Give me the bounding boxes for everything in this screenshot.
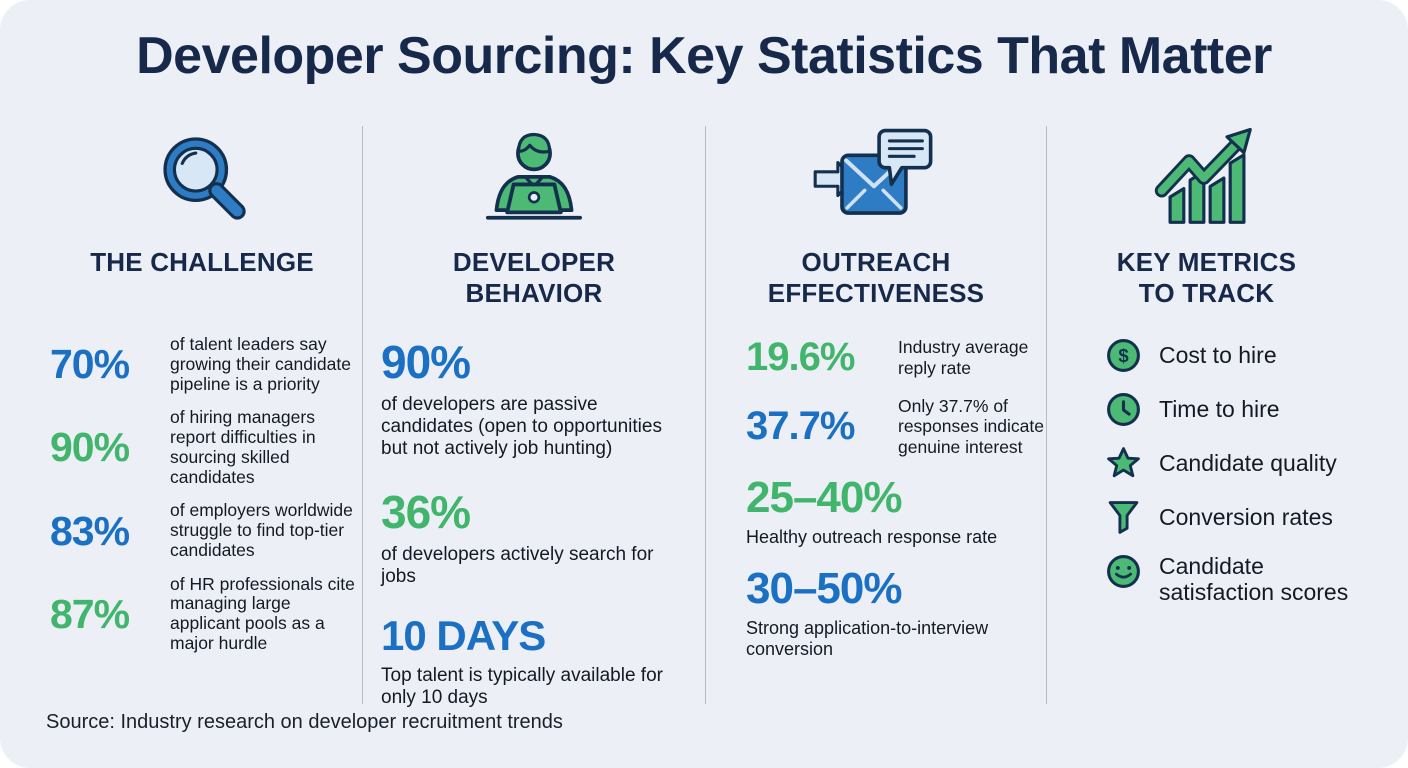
stat-description: Only 37.7% of responses indicate genuine… bbox=[898, 396, 1044, 457]
stat-description: Top talent is typically available for on… bbox=[381, 665, 663, 709]
column-divider bbox=[705, 126, 706, 704]
list-item: Candidate satisfaction scores bbox=[1105, 553, 1366, 606]
stat-description: of hiring managers report difficulties i… bbox=[170, 407, 316, 487]
funnel-icon bbox=[1108, 501, 1139, 534]
magnifier-icon bbox=[42, 120, 362, 235]
stat-description: of talent leaders say growing their cand… bbox=[170, 334, 351, 394]
stat-row: 83% of employers worldwide struggle to f… bbox=[50, 500, 362, 560]
list-item: $ Cost to hire bbox=[1105, 337, 1366, 374]
column-heading-challenge: THE CHALLENGE bbox=[90, 247, 314, 277]
stat-row: 70% of talent leaders say growing their … bbox=[50, 334, 362, 394]
stat-block: 10 DAYS Top talent is typically availabl… bbox=[381, 612, 705, 709]
stat-value: 83% bbox=[50, 507, 130, 554]
stat-block: 90% of developers are passive candidates… bbox=[381, 335, 705, 461]
stat-description: Healthy outreach response rate bbox=[746, 527, 998, 548]
stat-value: 10 DAYS bbox=[381, 612, 546, 660]
metric-label: Cost to hire bbox=[1159, 342, 1277, 369]
stat-description: Industry average reply rate bbox=[898, 337, 1029, 378]
column-challenge: THE CHALLENGE 70% of talent leaders say … bbox=[42, 120, 362, 710]
stat-description: of employers worldwide struggle to find … bbox=[170, 500, 353, 560]
metric-label: Candidate satisfaction scores bbox=[1159, 553, 1349, 606]
stat-value: 70% bbox=[50, 341, 130, 388]
column-divider bbox=[1046, 126, 1047, 704]
outreach-stats: 19.6% Industry average reply rate 37.7% … bbox=[706, 335, 1046, 659]
stat-row: 90% of hiring managers report difficulti… bbox=[50, 407, 362, 487]
column-divider bbox=[362, 126, 363, 704]
dollar-icon: $ bbox=[1107, 339, 1140, 372]
stat-value: 87% bbox=[50, 590, 130, 637]
stat-row: 87% of HR professionals cite managing la… bbox=[50, 573, 362, 654]
stat-row: 19.6% Industry average reply rate bbox=[746, 335, 1046, 380]
metrics-list: $ Cost to hire Time to hire Candidate qu bbox=[1047, 337, 1366, 606]
stat-value: 30–50% bbox=[746, 564, 902, 614]
star-icon bbox=[1107, 447, 1140, 478]
stat-value: 36% bbox=[381, 485, 471, 538]
svg-text:$: $ bbox=[1118, 345, 1129, 366]
column-heading-key-metrics: KEY METRICS TO TRACK bbox=[1116, 247, 1297, 309]
clock-icon bbox=[1107, 393, 1140, 426]
metric-label: Time to hire bbox=[1159, 396, 1280, 423]
stat-description: of developers actively search for jobs bbox=[381, 543, 654, 587]
column-key-metrics: KEY METRICS TO TRACK $ Cost to hire Time… bbox=[1047, 120, 1366, 710]
stat-value: 90% bbox=[381, 336, 471, 388]
list-item: Time to hire bbox=[1105, 391, 1366, 428]
columns-container: THE CHALLENGE 70% of talent leaders say … bbox=[0, 120, 1408, 708]
stat-value: 90% bbox=[50, 424, 130, 471]
developer-laptop-icon bbox=[363, 120, 705, 235]
stat-block: 25–40% Healthy outreach response rate bbox=[746, 473, 1046, 548]
list-item: Candidate quality bbox=[1105, 445, 1366, 482]
column-developer-behavior: DEVELOPER BEHAVIOR 90% of developers are… bbox=[363, 120, 705, 710]
list-item: Conversion rates bbox=[1105, 499, 1366, 536]
column-heading-developer-behavior: DEVELOPER BEHAVIOR bbox=[452, 247, 616, 309]
email-chat-icon bbox=[706, 120, 1046, 235]
page-title: Developer Sourcing: Key Statistics That … bbox=[136, 27, 1272, 85]
metric-label: Conversion rates bbox=[1159, 504, 1333, 531]
column-heading-outreach-effectiveness: OUTREACH EFFECTIVENESS bbox=[767, 247, 985, 309]
stat-value: 37.7% bbox=[746, 404, 855, 449]
stat-block: 30–50% Strong application-to-interview c… bbox=[746, 564, 1046, 659]
stat-value: 25–40% bbox=[746, 473, 902, 523]
source-note: Source: Industry research on developer r… bbox=[46, 711, 563, 733]
stat-description: of HR professionals cite managing large … bbox=[170, 573, 355, 653]
column-outreach-effectiveness: OUTREACH EFFECTIVENESS 19.6% Industry av… bbox=[706, 120, 1046, 710]
metric-label: Candidate quality bbox=[1159, 450, 1337, 477]
stat-row: 37.7% Only 37.7% of responses indicate g… bbox=[746, 396, 1046, 457]
growth-chart-icon bbox=[1047, 120, 1366, 235]
developer-behavior-stats: 90% of developers are passive candidates… bbox=[363, 335, 705, 710]
stat-value: 19.6% bbox=[746, 335, 855, 379]
challenge-stats: 70% of talent leaders say growing their … bbox=[42, 334, 362, 654]
stat-description: of developers are passive candidates (op… bbox=[381, 394, 662, 460]
stat-description: Strong application-to-interview conversi… bbox=[746, 618, 989, 659]
smiley-icon bbox=[1107, 555, 1140, 588]
stat-block: 36% of developers actively search for jo… bbox=[381, 485, 705, 588]
